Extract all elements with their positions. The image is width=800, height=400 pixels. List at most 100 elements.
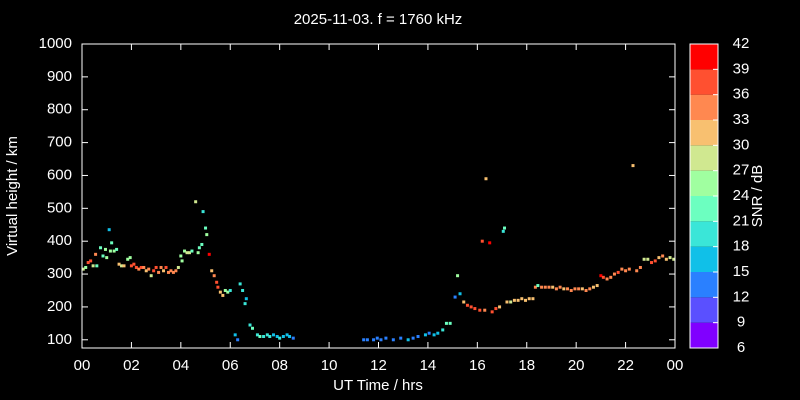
data-point bbox=[190, 249, 194, 253]
data-point bbox=[547, 285, 551, 289]
x-tick-label: 12 bbox=[370, 357, 387, 374]
data-point bbox=[221, 293, 225, 297]
data-point bbox=[169, 269, 173, 273]
colorbar-tick-label: 12 bbox=[733, 288, 750, 305]
colorbar-tick-label: 9 bbox=[737, 314, 745, 331]
data-point bbox=[444, 321, 448, 325]
data-point bbox=[427, 331, 431, 335]
data-point bbox=[391, 338, 395, 342]
data-point bbox=[250, 326, 254, 330]
data-point bbox=[204, 226, 208, 230]
data-point bbox=[205, 233, 209, 237]
data-point bbox=[501, 229, 505, 233]
data-point bbox=[554, 287, 558, 291]
data-point bbox=[248, 323, 252, 327]
data-point bbox=[187, 251, 191, 255]
data-point bbox=[533, 285, 537, 289]
y-tick-label: 400 bbox=[47, 232, 72, 249]
data-point bbox=[490, 310, 494, 314]
data-point bbox=[531, 297, 535, 301]
y-tick-label: 100 bbox=[47, 331, 72, 348]
y-tick-label: 300 bbox=[47, 265, 72, 282]
data-point bbox=[288, 334, 292, 338]
data-point bbox=[84, 265, 88, 269]
data-point bbox=[278, 336, 282, 340]
colorbar-tick-label: 30 bbox=[733, 136, 750, 153]
data-point bbox=[94, 252, 98, 256]
data-point bbox=[453, 295, 457, 299]
data-point bbox=[379, 338, 383, 342]
data-point bbox=[624, 269, 628, 273]
data-point bbox=[469, 305, 473, 309]
data-point bbox=[207, 252, 211, 256]
data-point bbox=[362, 338, 366, 342]
data-point bbox=[642, 257, 646, 261]
data-point bbox=[620, 267, 624, 271]
data-point bbox=[200, 242, 204, 246]
data-point bbox=[558, 285, 562, 289]
data-point bbox=[117, 262, 121, 266]
data-point bbox=[255, 333, 259, 337]
data-point bbox=[164, 265, 168, 269]
colorbar-label: SNR / dB bbox=[749, 165, 766, 228]
data-point bbox=[569, 288, 573, 292]
data-point bbox=[524, 298, 528, 302]
data-point bbox=[399, 336, 403, 340]
data-point bbox=[661, 254, 665, 258]
data-point bbox=[432, 333, 436, 337]
data-point bbox=[101, 254, 105, 258]
x-tick-label: 10 bbox=[321, 357, 338, 374]
data-point bbox=[543, 285, 547, 289]
data-point bbox=[653, 259, 657, 263]
data-point bbox=[516, 298, 520, 302]
data-point bbox=[505, 300, 509, 304]
colorbar-segment bbox=[690, 297, 718, 323]
y-tick-label: 200 bbox=[47, 298, 72, 315]
data-point bbox=[271, 333, 275, 337]
data-point bbox=[672, 257, 676, 261]
data-point bbox=[149, 274, 153, 278]
data-point bbox=[86, 261, 90, 265]
colorbar-segment bbox=[690, 44, 718, 70]
data-point bbox=[527, 297, 531, 301]
colorbar-tick-label: 15 bbox=[733, 263, 750, 280]
data-point bbox=[375, 336, 379, 340]
data-point bbox=[635, 269, 639, 273]
colorbar-segment bbox=[690, 69, 718, 95]
data-point bbox=[605, 277, 609, 281]
x-tick-label: 14 bbox=[420, 357, 437, 374]
data-point bbox=[268, 334, 272, 338]
data-point bbox=[456, 274, 460, 278]
colorbar-segment bbox=[690, 246, 718, 272]
data-point bbox=[159, 265, 163, 269]
data-point bbox=[105, 256, 109, 260]
data-point bbox=[488, 241, 492, 245]
data-point bbox=[562, 287, 566, 291]
data-point bbox=[509, 300, 513, 304]
data-point bbox=[122, 264, 126, 268]
y-tick-label: 600 bbox=[47, 166, 72, 183]
data-point bbox=[436, 331, 440, 335]
data-point bbox=[166, 270, 170, 274]
data-point bbox=[183, 249, 187, 253]
data-point bbox=[137, 267, 141, 271]
data-point bbox=[201, 210, 205, 214]
data-point bbox=[218, 290, 222, 294]
data-point bbox=[147, 267, 151, 271]
data-point bbox=[285, 333, 289, 337]
data-point bbox=[139, 265, 143, 269]
colorbar-segment bbox=[690, 221, 718, 247]
data-point bbox=[115, 247, 119, 251]
x-tick-label: 00 bbox=[74, 357, 91, 374]
data-point bbox=[473, 307, 477, 311]
data-point bbox=[372, 338, 376, 342]
data-point bbox=[458, 292, 462, 296]
data-point bbox=[185, 251, 189, 255]
data-point bbox=[616, 270, 620, 274]
data-point bbox=[365, 338, 369, 342]
data-point bbox=[484, 177, 488, 181]
data-point bbox=[95, 264, 99, 268]
colorbar-tick-label: 33 bbox=[733, 111, 750, 128]
